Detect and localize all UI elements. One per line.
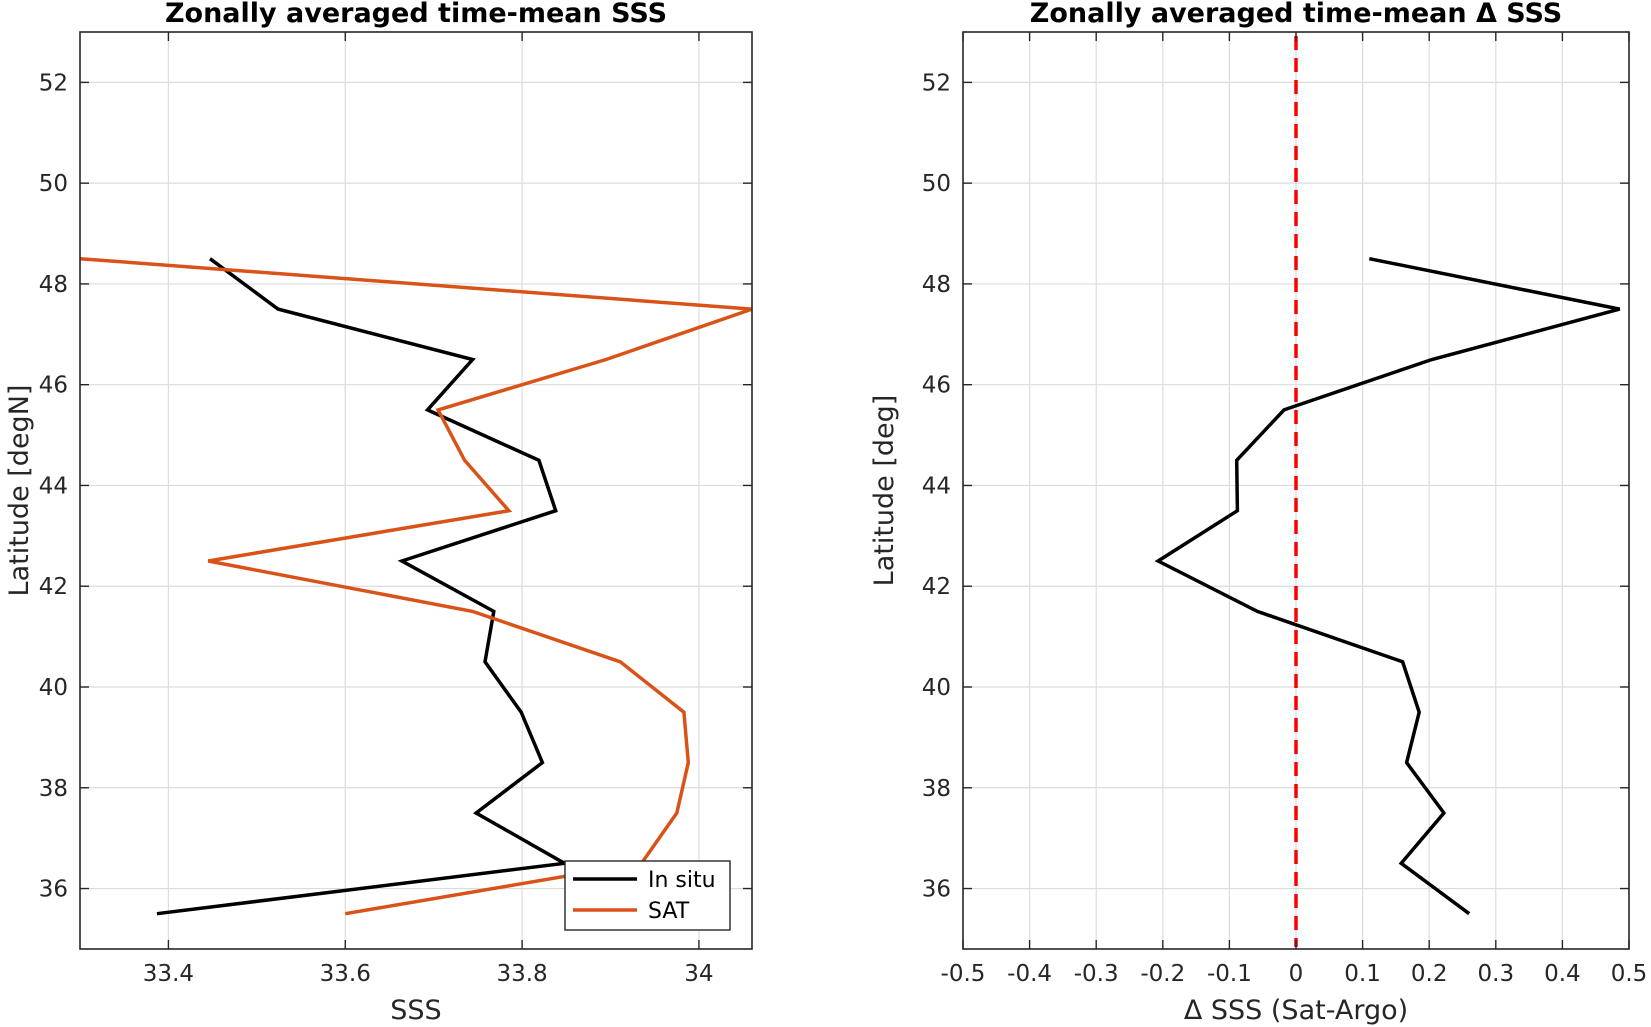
y-tick-label: 42	[922, 574, 951, 600]
x-tick-label: -0.2	[1140, 961, 1185, 987]
y-axis-label: Latitude [degN]	[4, 385, 35, 597]
plot-area	[80, 32, 752, 949]
x-tick-label: -0.5	[941, 961, 986, 987]
x-tick-label: 33.6	[320, 961, 371, 987]
y-tick-label: 36	[39, 877, 68, 903]
x-tick-label: 0.4	[1544, 961, 1581, 987]
x-axis-label: Δ SSS (Sat-Argo)	[1184, 995, 1408, 1026]
y-tick-label: 40	[39, 675, 68, 701]
chart-title: Zonally averaged time-mean Δ SSS	[1030, 0, 1562, 29]
plot-1: 33.4 33.6 33.8 34 36 38 40 42 44 46 48 50 52 Zonally …	[4, 0, 753, 1026]
y-tick-label: 44	[39, 473, 68, 499]
x-tick-label: -0.3	[1074, 961, 1119, 987]
legend-label: SAT	[648, 899, 690, 924]
x-tick-label: 0.3	[1478, 961, 1515, 987]
chart-title: Zonally averaged time-mean SSS	[165, 0, 667, 29]
x-axis-label: SSS	[390, 995, 441, 1026]
x-tick-label: -0.1	[1207, 961, 1252, 987]
y-tick-label: 46	[922, 373, 951, 399]
axes-box	[79, 31, 753, 950]
plot-2: -0.5 -0.4 -0.3 -0.2 -0.1 0 0.1 0.2 0.3 0.4 0.5 36 38…	[869, 0, 1647, 1026]
y-tick-label: 36	[922, 877, 951, 903]
x-tick-label: 34	[684, 961, 713, 987]
x-tick-label: 33.4	[143, 961, 194, 987]
x-tick-label: -0.4	[1007, 961, 1052, 987]
legend-box	[564, 860, 731, 931]
y-tick-label: 46	[39, 373, 68, 399]
y-tick-label: 50	[39, 171, 68, 197]
y-tick-label: 38	[39, 776, 68, 802]
legend: In situ SAT	[564, 860, 731, 931]
x-tick-label: 0.5	[1611, 961, 1648, 987]
y-tick-label: 38	[922, 776, 951, 802]
x-tick-label: 0.1	[1344, 961, 1381, 987]
y-tick-label: 52	[39, 70, 68, 96]
x-tick-label: 0.2	[1411, 961, 1448, 987]
series-line-1	[1154, 256, 1621, 916]
series-line-in-situ	[156, 257, 570, 916]
y-tick-label: 44	[922, 473, 951, 499]
x-tick-label: 33.8	[496, 961, 547, 987]
y-tick-label: 48	[39, 272, 68, 298]
legend-label: In situ	[648, 868, 716, 893]
series-line-sat	[79, 256, 753, 916]
y-tick-label: 42	[39, 574, 68, 600]
y-tick-label: 40	[922, 675, 951, 701]
x-tick-label: 0	[1289, 961, 1304, 987]
y-tick-label: 48	[922, 272, 951, 298]
y-tick-label: 50	[922, 171, 951, 197]
y-tick-label: 52	[922, 70, 951, 96]
y-axis-label: Latitude [deg]	[869, 395, 900, 587]
